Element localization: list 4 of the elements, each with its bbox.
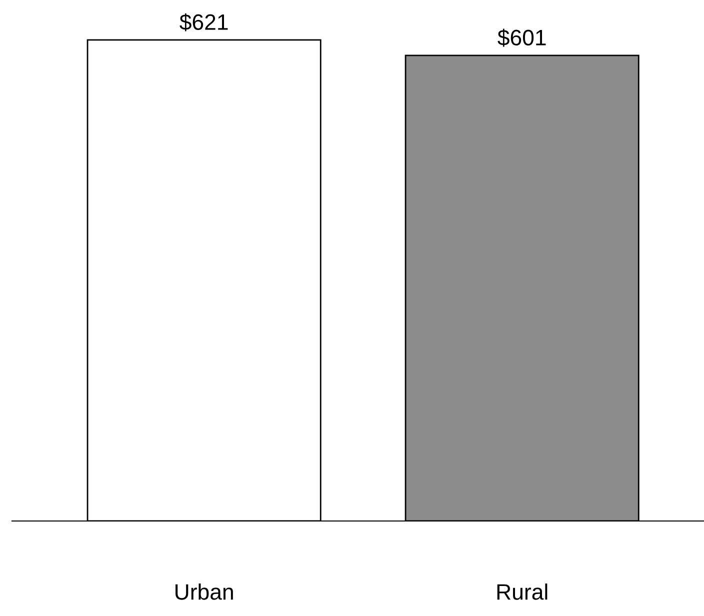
x-tick-label: Urban bbox=[176, 584, 233, 600]
data-label: $601 bbox=[498, 28, 546, 47]
x-tick-label: Rural bbox=[497, 584, 548, 600]
data-label: $621 bbox=[180, 13, 228, 32]
